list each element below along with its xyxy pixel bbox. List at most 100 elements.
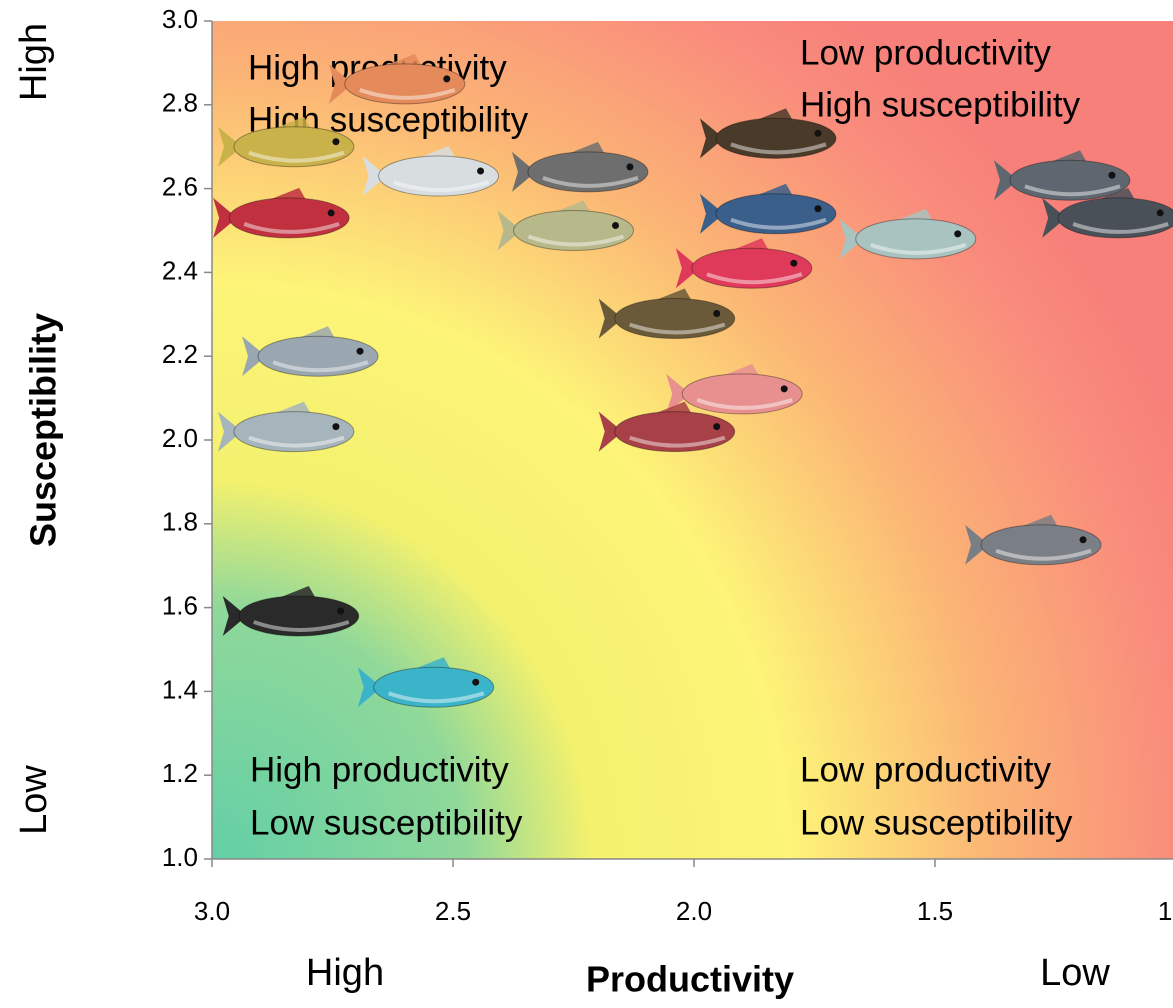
fish-body	[614, 411, 736, 453]
fish-tail	[357, 667, 382, 708]
quadrant-label: Low susceptibility	[800, 803, 1073, 842]
fish-marker	[328, 53, 466, 105]
fish-marker	[1042, 187, 1173, 239]
fish-belly	[248, 150, 345, 163]
fish-marker	[699, 183, 837, 235]
fish-belly	[253, 620, 350, 632]
fish-body	[681, 373, 803, 415]
y-tick-label: 3.0	[162, 4, 198, 34]
fish-belly	[696, 398, 793, 410]
fish-tail	[993, 160, 1018, 201]
x-end-label: High	[306, 952, 384, 994]
fish-eye	[814, 205, 822, 213]
fish-tail	[217, 411, 242, 452]
y-tick-label: 1.6	[162, 590, 198, 620]
fish-belly	[995, 548, 1092, 561]
fish-tail	[213, 197, 238, 238]
y-tick-label: 2.4	[162, 255, 198, 285]
fish-body	[527, 151, 649, 193]
fish-eye	[612, 222, 619, 229]
fish-body	[1057, 197, 1173, 239]
fish-eye	[954, 230, 962, 238]
fish-eye	[713, 423, 721, 431]
y-tick-label: 2.2	[162, 339, 198, 369]
fish-eye	[327, 209, 335, 217]
fish-belly	[243, 222, 340, 234]
fish-marker	[213, 187, 350, 239]
fish-marker	[242, 326, 379, 377]
fish-marker	[675, 238, 813, 289]
fish-belly	[527, 234, 625, 247]
fish-tail	[511, 151, 536, 192]
fish-eye	[1108, 171, 1116, 179]
fish-marker	[357, 657, 495, 708]
x-tick-label: 3.0	[194, 896, 230, 926]
fish-body	[238, 595, 360, 637]
x-tick-label: 1.5	[917, 896, 953, 926]
fish-tail	[242, 336, 267, 377]
fish-body	[228, 197, 350, 239]
fish-body	[1009, 159, 1131, 201]
x-end-label: Low	[1040, 952, 1110, 994]
fish-marker	[598, 401, 736, 453]
fish-body	[344, 63, 466, 105]
fish-eye	[332, 138, 340, 146]
fish-tail	[699, 193, 724, 234]
fish-tail	[839, 218, 864, 259]
fish-body	[233, 411, 355, 453]
fish-belly	[272, 360, 369, 373]
fish-body	[373, 666, 495, 708]
fish-body	[715, 117, 837, 159]
fish-body	[855, 218, 977, 260]
quadrant-label: Low productivity	[800, 33, 1051, 72]
fish-body	[378, 155, 500, 197]
quadrant-label: Low productivity	[800, 750, 1051, 789]
fish-belly	[1072, 222, 1169, 234]
fish-belly	[870, 242, 967, 255]
fish-tail	[598, 298, 623, 339]
fish-body	[691, 247, 813, 289]
fish-belly	[1024, 184, 1121, 197]
y-tick-label: 1.8	[162, 507, 198, 537]
fish-belly	[392, 180, 490, 193]
fish-tail	[666, 373, 691, 414]
y-tick-label: 1.2	[162, 758, 198, 788]
fish-marker	[362, 146, 500, 197]
fish-marker	[666, 363, 803, 415]
fish-belly	[388, 691, 485, 704]
fish-body	[257, 335, 379, 377]
quadrant-label: High productivity	[250, 750, 509, 789]
quadrant-label: Low susceptibility	[250, 803, 523, 842]
fish-marker	[511, 141, 649, 193]
fish-body	[980, 524, 1102, 566]
x-tick-label: 2.0	[676, 896, 712, 926]
fish-marker	[839, 208, 977, 260]
fish-marker	[217, 401, 355, 453]
fish-body	[614, 297, 736, 339]
fish-belly	[542, 175, 639, 188]
y-end-label: High	[13, 23, 55, 101]
fish-belly	[730, 142, 827, 155]
x-tick-label: 1.0	[1158, 896, 1173, 926]
fish-eye	[713, 309, 721, 317]
x-tick-label: 2.5	[435, 896, 471, 926]
fish-body	[513, 210, 634, 251]
fish-eye	[814, 129, 822, 137]
fish-belly	[248, 435, 345, 448]
fish-tail	[699, 118, 724, 159]
fish-marker	[699, 108, 837, 159]
fish-marker	[965, 514, 1102, 566]
fish-tail	[598, 411, 623, 452]
y-axis-title: Susceptibility	[23, 313, 64, 547]
fish-marker	[222, 585, 360, 637]
y-tick-label: 2.0	[162, 423, 198, 453]
fish-tail	[965, 524, 990, 565]
fish-eye	[626, 163, 634, 171]
fish-belly	[359, 87, 456, 100]
fish-eye	[472, 678, 480, 686]
fish-tail	[1042, 197, 1067, 238]
fish-belly	[629, 435, 726, 448]
fish-eye	[780, 385, 788, 393]
y-tick-label: 1.4	[162, 674, 198, 704]
